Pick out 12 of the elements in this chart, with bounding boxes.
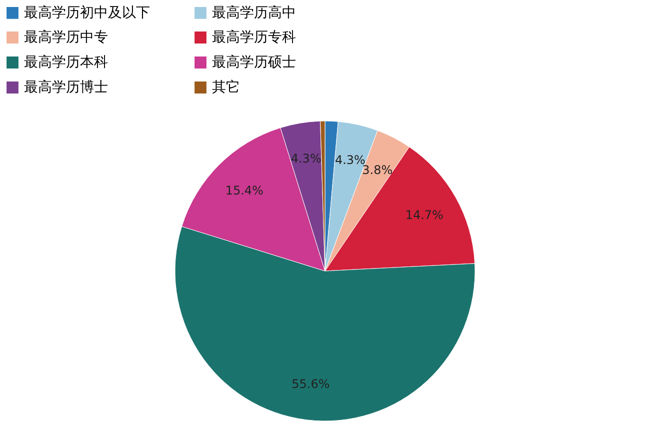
data-label: 55.6% bbox=[292, 377, 330, 392]
data-label: 14.7% bbox=[405, 208, 444, 222]
legend-label: 最高学历中专 bbox=[24, 30, 108, 46]
data-label: 4.3% bbox=[290, 152, 322, 166]
legend-label: 其它 bbox=[212, 80, 240, 96]
data-label: 15.4% bbox=[225, 183, 264, 198]
legend-label: 最高学历初中及以下 bbox=[24, 4, 150, 21]
legend-label: 最高学历博士 bbox=[24, 80, 108, 96]
legend-label: 最高学历高中 bbox=[212, 4, 296, 21]
legend-label: 最高学历硕士 bbox=[212, 54, 296, 70]
legend-label: 最高学历本科 bbox=[24, 54, 108, 70]
legend-label: 最高学历专科 bbox=[212, 30, 296, 46]
